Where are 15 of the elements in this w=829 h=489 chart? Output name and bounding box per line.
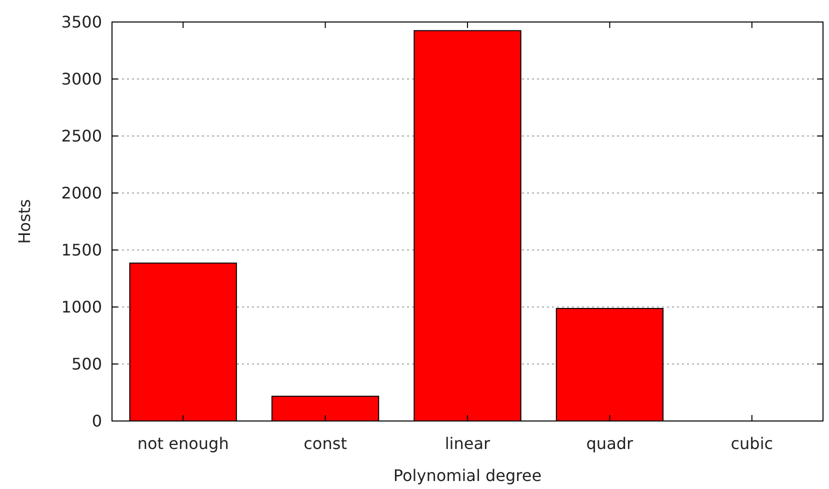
y-tick-label: 3000 xyxy=(61,70,102,89)
y-tick-label: 500 xyxy=(71,354,102,374)
x-tick-label: cubic xyxy=(730,434,774,453)
y-tick-label: 1000 xyxy=(61,298,102,317)
y-tick-label: 3500 xyxy=(61,12,102,32)
y-tick-label: 2500 xyxy=(61,126,102,146)
x-tick-label: quadr xyxy=(586,434,634,453)
y-axis-title: Hosts xyxy=(15,199,34,244)
y-tick-label: 2000 xyxy=(61,184,102,203)
y-tick-label: 0 xyxy=(92,412,102,431)
x-axis-title: Polynomial degree xyxy=(393,466,542,485)
x-tick-label: not enough xyxy=(137,434,229,453)
y-tick-label: 1500 xyxy=(61,240,102,260)
x-tick-label: const xyxy=(304,434,347,453)
x-tick-label: linear xyxy=(444,434,491,453)
